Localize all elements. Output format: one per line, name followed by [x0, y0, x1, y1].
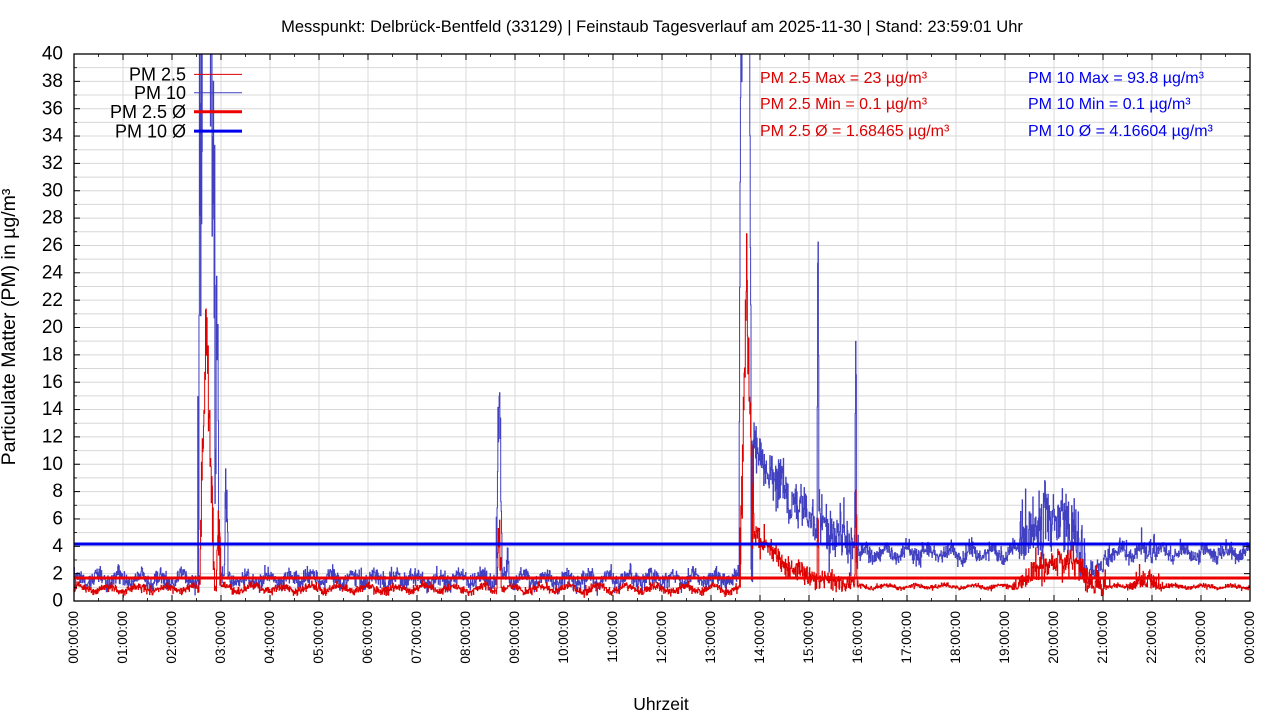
svg-text:PM 2.5 Ø: PM 2.5 Ø — [110, 102, 186, 122]
svg-text:32: 32 — [42, 153, 63, 174]
svg-text:30: 30 — [42, 180, 63, 201]
svg-text:15:00:00: 15:00:00 — [801, 611, 816, 664]
svg-text:08:00:00: 08:00:00 — [458, 611, 473, 664]
svg-text:28: 28 — [42, 208, 63, 229]
svg-text:04:00:00: 04:00:00 — [262, 611, 277, 664]
svg-text:36: 36 — [42, 98, 63, 119]
svg-text:40: 40 — [42, 44, 63, 65]
svg-text:17:00:00: 17:00:00 — [899, 611, 914, 664]
svg-text:Uhrzeit: Uhrzeit — [633, 694, 689, 714]
svg-text:PM 2.5 Min = 0.1 µg/m³: PM 2.5 Min = 0.1 µg/m³ — [760, 96, 928, 113]
svg-text:0: 0 — [52, 591, 63, 612]
svg-text:4: 4 — [52, 536, 63, 557]
svg-text:00:00:00: 00:00:00 — [1242, 611, 1257, 664]
svg-text:20:00:00: 20:00:00 — [1046, 611, 1061, 664]
svg-text:24: 24 — [42, 262, 64, 283]
svg-text:00:00:00: 00:00:00 — [66, 611, 81, 664]
svg-text:16: 16 — [42, 372, 63, 393]
svg-text:PM 2.5 Ø = 1.68465 µg/m³: PM 2.5 Ø = 1.68465 µg/m³ — [760, 123, 950, 140]
svg-text:09:00:00: 09:00:00 — [507, 611, 522, 664]
svg-text:20: 20 — [42, 317, 63, 338]
svg-text:19:00:00: 19:00:00 — [997, 611, 1012, 664]
svg-text:03:00:00: 03:00:00 — [213, 611, 228, 664]
svg-text:18: 18 — [42, 344, 63, 365]
svg-text:Messpunkt: Delbrück-Bentfeld (: Messpunkt: Delbrück-Bentfeld (33129) | F… — [281, 18, 1023, 36]
svg-text:26: 26 — [42, 235, 63, 256]
svg-text:14: 14 — [42, 399, 64, 420]
svg-text:34: 34 — [42, 126, 64, 147]
svg-text:PM 10 Ø: PM 10 Ø — [115, 121, 186, 141]
svg-text:38: 38 — [42, 71, 63, 92]
svg-text:12:00:00: 12:00:00 — [654, 611, 669, 664]
svg-text:Particulate Matter (PM) in µg/: Particulate Matter (PM) in µg/m³ — [0, 188, 20, 465]
svg-text:PM 10: PM 10 — [134, 83, 186, 103]
svg-text:PM 2.5: PM 2.5 — [129, 65, 186, 85]
svg-text:11:00:00: 11:00:00 — [605, 611, 620, 663]
svg-text:06:00:00: 06:00:00 — [360, 611, 375, 664]
svg-text:10: 10 — [42, 454, 63, 475]
svg-text:02:00:00: 02:00:00 — [164, 611, 179, 664]
svg-text:14:00:00: 14:00:00 — [752, 611, 767, 664]
svg-text:23:00:00: 23:00:00 — [1193, 611, 1208, 664]
svg-text:13:00:00: 13:00:00 — [703, 611, 718, 664]
svg-text:2: 2 — [52, 563, 63, 584]
svg-text:PM 10 Min = 0.1 µg/m³: PM 10 Min = 0.1 µg/m³ — [1028, 96, 1191, 113]
svg-text:16:00:00: 16:00:00 — [850, 611, 865, 664]
svg-text:22: 22 — [42, 290, 63, 311]
svg-text:PM 10 Max = 93.8 µg/m³: PM 10 Max = 93.8 µg/m³ — [1028, 70, 1205, 87]
svg-text:22:00:00: 22:00:00 — [1144, 611, 1159, 664]
svg-text:05:00:00: 05:00:00 — [311, 611, 326, 664]
svg-text:PM 10 Ø = 4.16604 µg/m³: PM 10 Ø = 4.16604 µg/m³ — [1028, 123, 1214, 140]
svg-text:PM 2.5 Max = 23 µg/m³: PM 2.5 Max = 23 µg/m³ — [760, 70, 928, 87]
svg-text:01:00:00: 01:00:00 — [115, 611, 130, 664]
svg-text:21:00:00: 21:00:00 — [1095, 611, 1110, 664]
svg-text:12: 12 — [42, 427, 63, 448]
svg-text:07:00:00: 07:00:00 — [409, 611, 424, 664]
svg-text:18:00:00: 18:00:00 — [948, 611, 963, 664]
svg-text:10:00:00: 10:00:00 — [556, 611, 571, 664]
svg-text:6: 6 — [52, 509, 63, 530]
svg-text:8: 8 — [52, 481, 63, 502]
